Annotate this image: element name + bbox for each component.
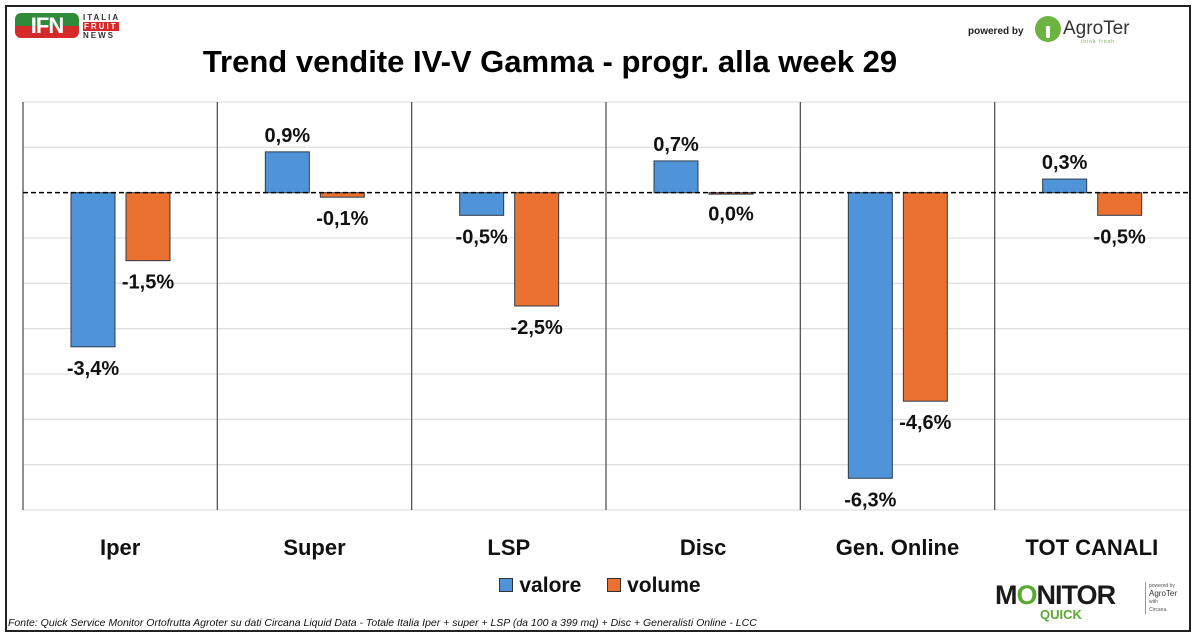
category-label: Disc	[680, 535, 726, 560]
data-label-valore: -6,3%	[844, 489, 896, 511]
monitor-side-circana: Circana.	[1149, 607, 1168, 613]
chart-title: Trend vendite IV-V Gamma - progr. alla w…	[202, 44, 898, 79]
bar-volume	[125, 192, 171, 262]
category-separators	[22, 102, 996, 510]
bar-valore	[70, 192, 116, 348]
ifn-logo-abbr: IFN	[30, 13, 64, 38]
data-label-volume: -4,6%	[899, 412, 951, 434]
tree-icon	[1035, 16, 1061, 42]
category-label: LSP	[487, 535, 530, 560]
ifn-logo-words: ITALIA FRUIT NEWS	[83, 13, 120, 40]
legend-item-valore: valore	[499, 574, 581, 598]
agroter-logo-name: AgroTer	[1063, 18, 1130, 39]
bar-valore	[847, 192, 893, 479]
data-labels: -3,4% 0,9% -0,5% 0,7% -6,3% 0,3% -1,5% -0,1% -2,…	[67, 125, 1146, 511]
data-label-volume: -2,5%	[511, 317, 563, 339]
bar-volume	[902, 192, 948, 402]
source-note: Fonte: Quick Service Monitor Ortofrutta …	[8, 617, 757, 629]
data-label-valore: 0,7%	[653, 134, 699, 156]
bar-volume	[1097, 192, 1143, 216]
chart-frame	[5, 5, 1191, 632]
category-label: Gen. Online	[836, 535, 959, 560]
legend-label-volume: volume	[627, 574, 701, 597]
category-label: Super	[283, 535, 346, 560]
monitor-side-with: with	[1149, 599, 1158, 605]
monitor-logo-word: MONITOR	[995, 580, 1116, 610]
category-label: Iper	[100, 535, 141, 560]
bar-volume	[319, 192, 365, 198]
bar-valore	[1042, 178, 1088, 194]
data-label-volume: -0,1%	[316, 208, 368, 230]
category-labels: Iper Super LSP Disc Gen. Online TOT CANALI	[100, 535, 1158, 560]
ifn-logo-line1: ITALIA	[83, 13, 121, 22]
powered-by-label: powered by	[968, 26, 1024, 37]
monitor-logo-sub: QUICK	[1040, 607, 1082, 622]
bar-valore	[459, 192, 505, 216]
legend-swatch-valore	[499, 578, 514, 593]
bar-valore	[653, 160, 699, 194]
legend-label-valore: valore	[519, 574, 582, 597]
data-label-valore: 0,3%	[1042, 152, 1088, 174]
bar-valore	[264, 151, 310, 194]
category-label: TOT CANALI	[1025, 535, 1158, 560]
monitor-side-agroter: AgroTer	[1149, 589, 1178, 598]
monitor-quick-logo: MONITOR QUICK powered by AgroTer with Ci…	[995, 580, 1185, 630]
data-label-valore: -0,5%	[456, 226, 508, 248]
monitor-side-powered: powered by	[1149, 583, 1175, 589]
ifn-logo: IFN ITALIA FRUIT NEWS	[15, 13, 125, 41]
legend-swatch-volume	[607, 578, 622, 593]
legend: valore volume	[0, 574, 1200, 598]
bar-volume	[514, 192, 560, 307]
agroter-logo-tagline: think fresh	[1081, 39, 1116, 45]
ifn-logo-badge: IFN	[15, 13, 79, 38]
data-label-volume: -1,5%	[122, 272, 174, 294]
data-label-volume: 0,0%	[708, 204, 754, 226]
data-label-volume: -0,5%	[1094, 226, 1146, 248]
legend-item-volume: volume	[607, 574, 701, 598]
data-label-valore: 0,9%	[265, 125, 311, 147]
data-label-valore: -3,4%	[67, 358, 119, 380]
bars	[70, 151, 1143, 479]
ifn-logo-line3: NEWS	[83, 31, 115, 40]
monitor-logo-side: powered by AgroTer with Circana.	[1145, 582, 1177, 614]
ifn-logo-line2: FRUIT	[83, 22, 119, 31]
